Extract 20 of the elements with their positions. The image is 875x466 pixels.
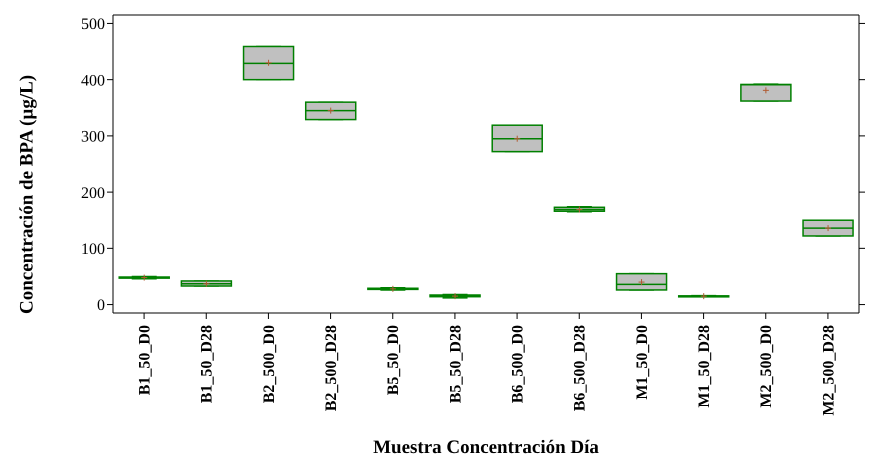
y-tick-label: 500 (81, 16, 105, 34)
x-tick-label: M1_50_D0 (634, 325, 651, 400)
x-tick-label: B2_500_D0 (260, 325, 278, 404)
x-tick-label: B2_500_D28 (322, 325, 340, 412)
y-tick-label: 200 (81, 184, 105, 202)
y-tick-label: 300 (81, 128, 105, 146)
x-tick-label: B1_50_D0 (136, 325, 154, 396)
x-tick-label: M1_50_D28 (696, 325, 713, 408)
x-tick-label: B5_50_D28 (447, 325, 464, 404)
x-tick-label: B5_50_D0 (385, 325, 402, 396)
x-tick-label: M2_500_D0 (758, 325, 776, 408)
x-tick-label: B6_500_D28 (572, 325, 589, 412)
x-tick-label: B1_50_D28 (198, 325, 216, 404)
y-tick-label: 100 (81, 241, 105, 258)
y-tick-label: 400 (81, 72, 105, 90)
x-axis-title: Muestra Concentración Día (373, 437, 600, 458)
y-axis-title: Concentración de BPA (µg/L) (16, 74, 38, 314)
x-tick-label: B6_500_D0 (509, 325, 526, 404)
y-tick-label: 0 (97, 297, 105, 314)
x-tick-label: M2_500_D28 (820, 325, 838, 416)
